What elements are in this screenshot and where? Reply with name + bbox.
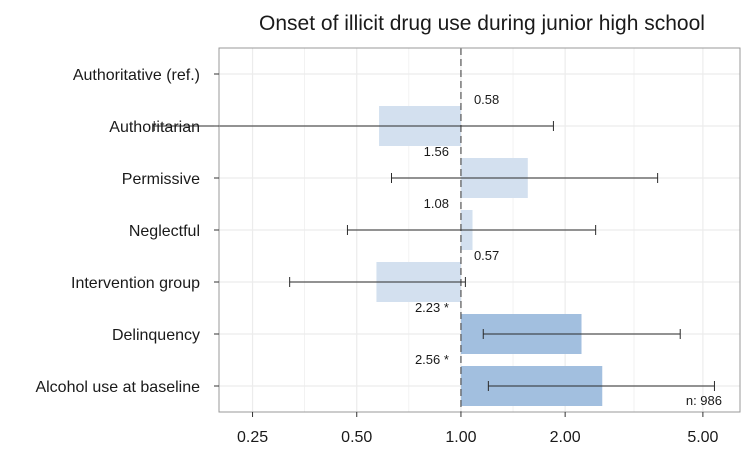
y-tick-label: Delinquency xyxy=(112,327,200,344)
value-label: 2.56 * xyxy=(415,352,449,367)
x-axis: 0.25 0.50 1.00 2.00 5.00 xyxy=(237,412,719,446)
value-labels: 0.58 1.56 1.08 0.57 2.23 * 2.56 * xyxy=(415,92,499,367)
y-axis: Authoritative (ref.) Authoritarian Permiss… xyxy=(35,67,219,396)
y-tick-label: Authoritarian xyxy=(109,119,200,136)
x-tick-label: 5.00 xyxy=(687,429,718,446)
x-tick-label: 0.25 xyxy=(237,429,268,446)
value-label: 2.23 * xyxy=(415,300,449,315)
value-label: 0.57 xyxy=(474,248,499,263)
x-tick-label: 1.00 xyxy=(445,429,476,446)
x-tick-label: 2.00 xyxy=(550,429,581,446)
y-tick-label: Neglectful xyxy=(129,223,200,240)
sample-size-annotation: n: 986 xyxy=(686,393,722,408)
y-tick-label: Authoritative (ref.) xyxy=(73,67,200,84)
value-label: 1.08 xyxy=(424,196,449,211)
y-tick-label: Permissive xyxy=(122,171,200,188)
y-tick-label: Intervention group xyxy=(71,275,200,292)
chart-title: Onset of illicit drug use during junior … xyxy=(259,12,705,35)
y-tick-label: Alcohol use at baseline xyxy=(35,379,200,396)
x-tick-label: 0.50 xyxy=(341,429,372,446)
value-label: 1.56 xyxy=(424,144,449,159)
error-bars xyxy=(153,121,715,391)
value-label: 0.58 xyxy=(474,92,499,107)
